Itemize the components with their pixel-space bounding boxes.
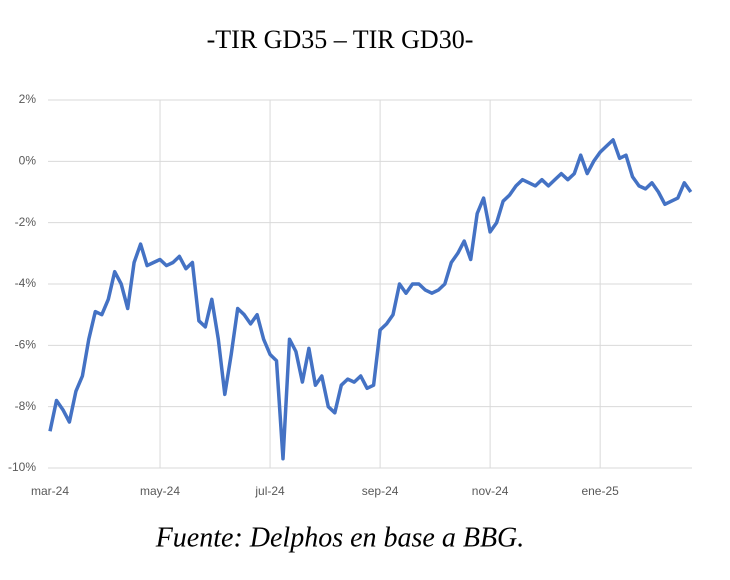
y-tick-label: 2% <box>19 92 37 106</box>
y-tick-label: -2% <box>15 215 37 229</box>
source-note: Fuente: Delphos en base a BBG. <box>155 522 525 553</box>
y-tick-label: 0% <box>19 154 37 168</box>
y-tick-label: -10% <box>8 460 36 474</box>
x-tick-label: nov-24 <box>472 484 509 498</box>
x-tick-label: sep-24 <box>362 484 399 498</box>
chart-title: -TIR GD35 – TIR GD30- <box>207 25 474 54</box>
y-tick-label: -6% <box>15 338 37 352</box>
data-line <box>48 138 693 461</box>
x-tick-label: jul-24 <box>254 484 285 498</box>
y-tick-label: -4% <box>15 276 37 290</box>
x-tick-label: ene-25 <box>581 484 619 498</box>
y-tick-label: -8% <box>15 399 37 413</box>
x-tick-label: mar-24 <box>31 484 69 498</box>
x-tick-label: may-24 <box>140 484 180 498</box>
